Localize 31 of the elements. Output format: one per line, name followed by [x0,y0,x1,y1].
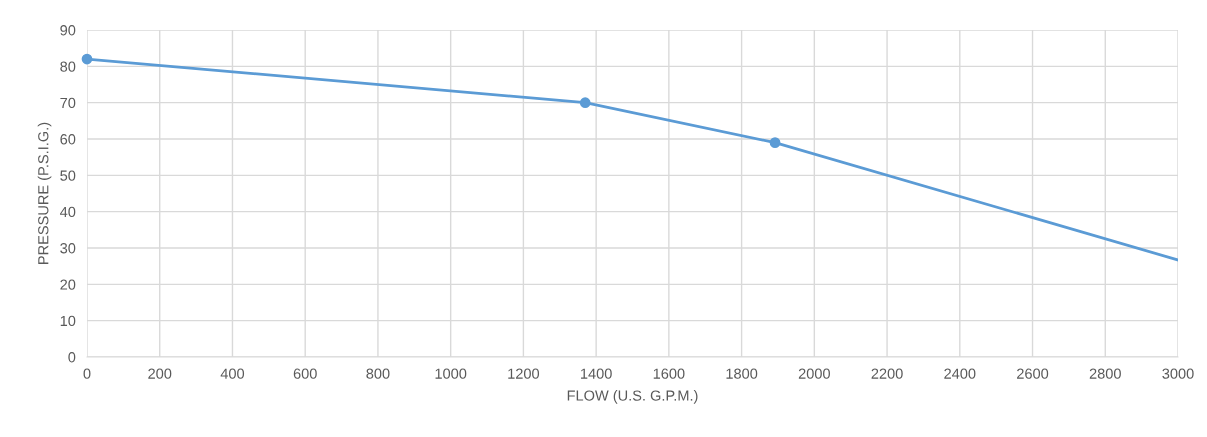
point [81,53,93,65]
x-tick-label: 3000 [1162,368,1194,379]
x-tick-label: 2600 [1017,368,1049,379]
y-tick-label: 70 [60,97,76,109]
x-tick-label: 600 [293,368,317,379]
point [769,137,781,148]
x-tick-label: 200 [148,368,172,379]
x-tick-label: 1200 [508,368,540,379]
y-tick-label: 50 [60,170,76,181]
x-tick-label: 1600 [653,368,685,379]
y-axis-title: PRESSURE (P.S.I.G.) [37,122,52,264]
x-tick-label: 0 [83,368,91,379]
x-tick-label: 1000 [435,368,467,379]
y-tick-label: 40 [60,206,76,218]
y-tick-label: 60 [60,134,76,145]
x-tick-label: 2200 [871,368,903,379]
x-tick-label: 2400 [944,368,976,379]
y-tick-label: 30 [60,243,76,254]
y-tick-label: 10 [60,315,76,327]
x-tick-label: 1800 [726,368,758,379]
y-tick-label: 80 [60,61,76,72]
x-tick-label: 2000 [798,368,830,379]
y-tick-label: 90 [60,25,76,36]
y-tick-label: 0 [68,352,76,363]
point [579,97,591,109]
x-tick-label: 1400 [581,368,612,379]
x-tick-label: 2800 [1089,368,1121,379]
x-tick-label: 400 [220,368,245,379]
x-axis-title: FLOW (U.S. G.P.M.) [567,390,698,404]
x-tick-label: 800 [366,368,390,379]
y-tick-label: 20 [60,279,76,290]
